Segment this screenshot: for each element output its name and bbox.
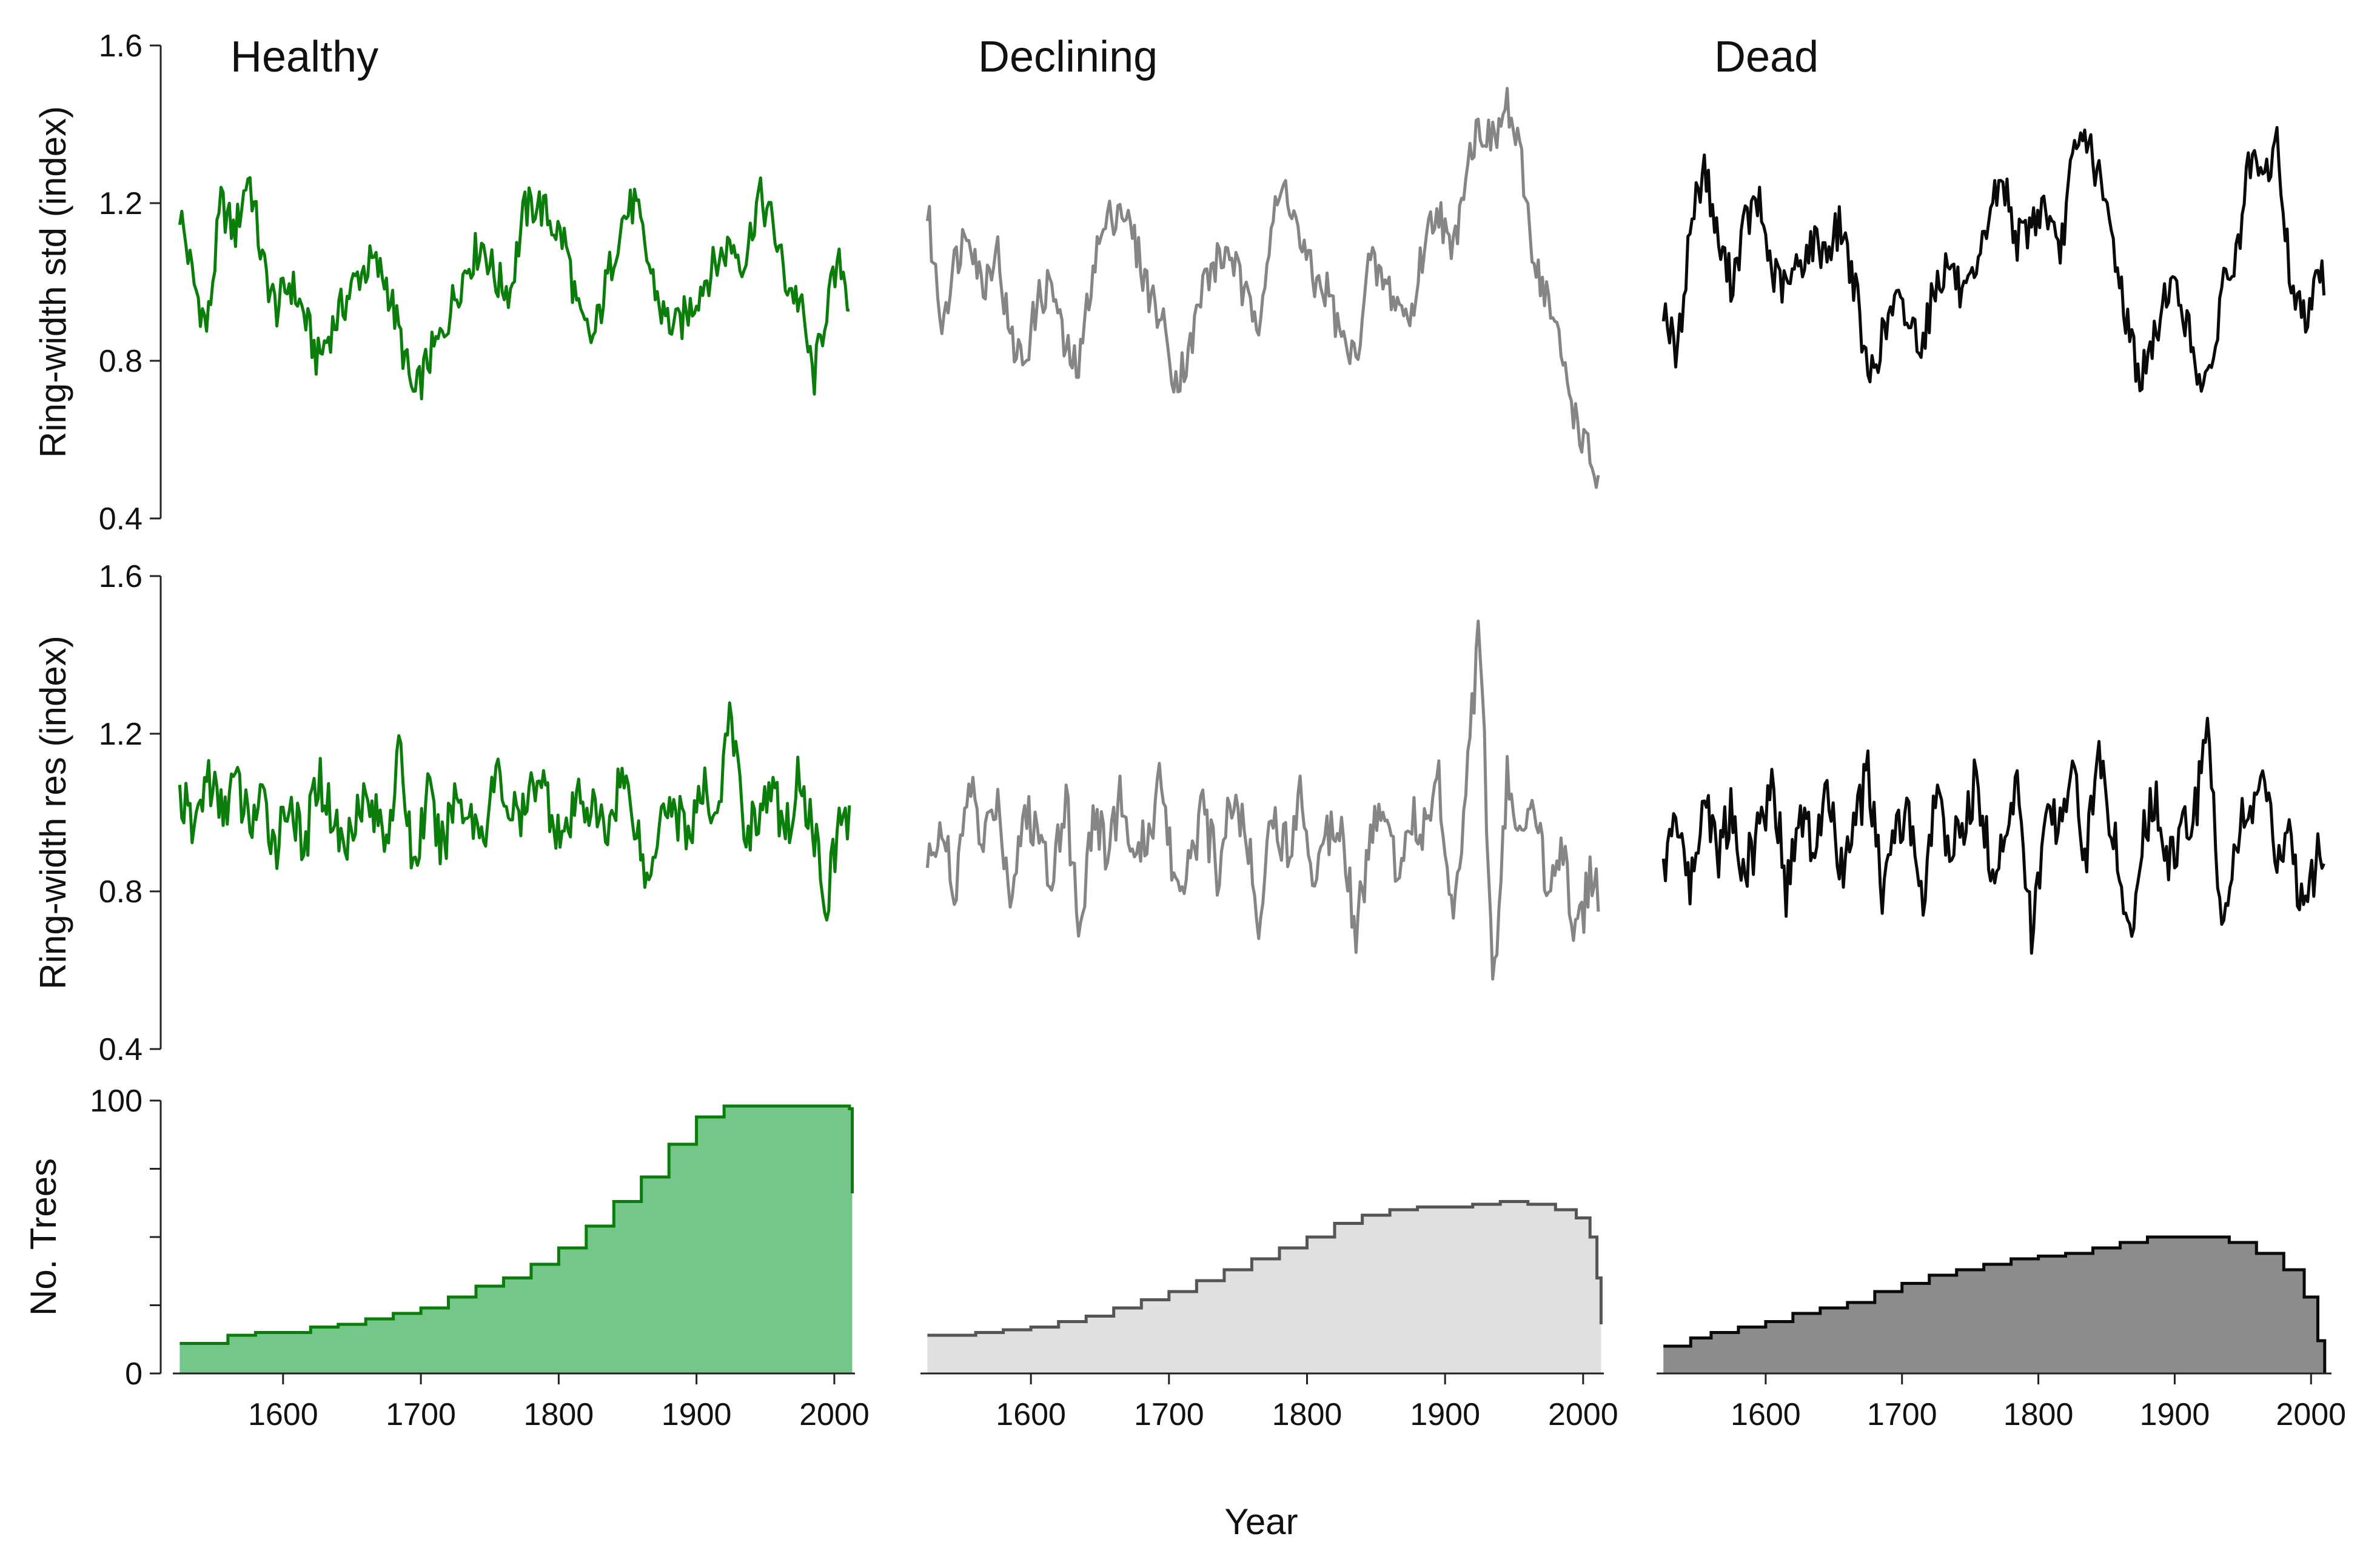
- series-line: [1661, 717, 2325, 955]
- panel-std-declining: Declining: [925, 33, 1600, 489]
- panel-res-healthy: 0.4 0.8 1.2 1.6 Ring-width res (index): [33, 559, 851, 1067]
- panel-title-declining: Declining: [978, 33, 1158, 81]
- y-tick-label: 1.2: [99, 717, 142, 752]
- x-tick-label: 1900: [2140, 1397, 2210, 1432]
- panel-std-healthy: 0.4 0.8 1.2 1.6 Ring-width std (index) Health…: [33, 28, 850, 537]
- y-tick-label: 1.6: [99, 559, 142, 594]
- y-tick-label: 0.4: [99, 501, 142, 537]
- panel-std-dead: Dead: [1661, 33, 2326, 393]
- count-area: [179, 1106, 853, 1373]
- panels-layer: 0.4 0.8 1.2 1.6 Ring-width std (index) Health…: [23, 28, 2346, 1432]
- x-tick-label: 2000: [2276, 1397, 2346, 1432]
- x-tick-label: 1600: [248, 1397, 318, 1432]
- count-line: [927, 1200, 1603, 1337]
- y-tick-label: 1.2: [99, 186, 142, 221]
- y-tick-label: 0.4: [99, 1032, 142, 1067]
- panel-title-dead: Dead: [1714, 33, 1819, 81]
- panel-title-healthy: Healthy: [230, 33, 378, 81]
- x-tick-label: 1700: [386, 1397, 456, 1432]
- x-tick-label: 1700: [1134, 1397, 1204, 1432]
- x-axis-title: Year: [1224, 1501, 1298, 1542]
- series-line: [925, 619, 1600, 981]
- count-area: [1663, 1237, 2325, 1373]
- y-tick-label: 100: [90, 1084, 142, 1119]
- x-tick-label: 1800: [1272, 1397, 1343, 1432]
- x-tick-label: 1800: [524, 1397, 594, 1432]
- y-tick-label: 0: [125, 1356, 142, 1392]
- series-line: [925, 87, 1600, 489]
- x-tick-label: 1600: [1731, 1397, 1801, 1432]
- series-line: [1661, 126, 2326, 393]
- count-area: [927, 1201, 1601, 1373]
- x-tick-label: 1600: [996, 1397, 1066, 1432]
- count-line: [1663, 1235, 2327, 1373]
- x-tick-label: 2000: [799, 1397, 870, 1432]
- series-line: [178, 701, 851, 922]
- panel-res-dead: [1661, 717, 2325, 955]
- x-tick-label: 1900: [662, 1397, 732, 1432]
- x-tick-label: 1900: [1410, 1397, 1480, 1432]
- panel-trees-dead: 1600 1700 1800 1900 2000: [1657, 1235, 2346, 1432]
- x-tick-label: 1700: [1867, 1397, 1937, 1432]
- y-tick-label: 1.6: [99, 28, 142, 64]
- panel-trees-healthy: 1600 1700 1800 1900 2000 0 100 No. Trees: [23, 1084, 870, 1432]
- y-axis-title: No. Trees: [23, 1158, 64, 1316]
- count-line: [179, 1104, 854, 1345]
- y-axis-title: Ring-width res (index): [33, 635, 73, 990]
- y-axis-title: Ring-width std (index): [33, 106, 73, 458]
- series-line: [178, 176, 850, 401]
- panel-trees-declining: 1600 1700 1800 1900 2000: [920, 1200, 1618, 1432]
- x-tick-label: 2000: [1548, 1397, 1618, 1432]
- y-tick-label: 0.8: [99, 874, 142, 910]
- panel-res-declining: [925, 619, 1600, 981]
- y-tick-label: 0.8: [99, 344, 142, 379]
- x-tick-label: 1800: [2003, 1397, 2074, 1432]
